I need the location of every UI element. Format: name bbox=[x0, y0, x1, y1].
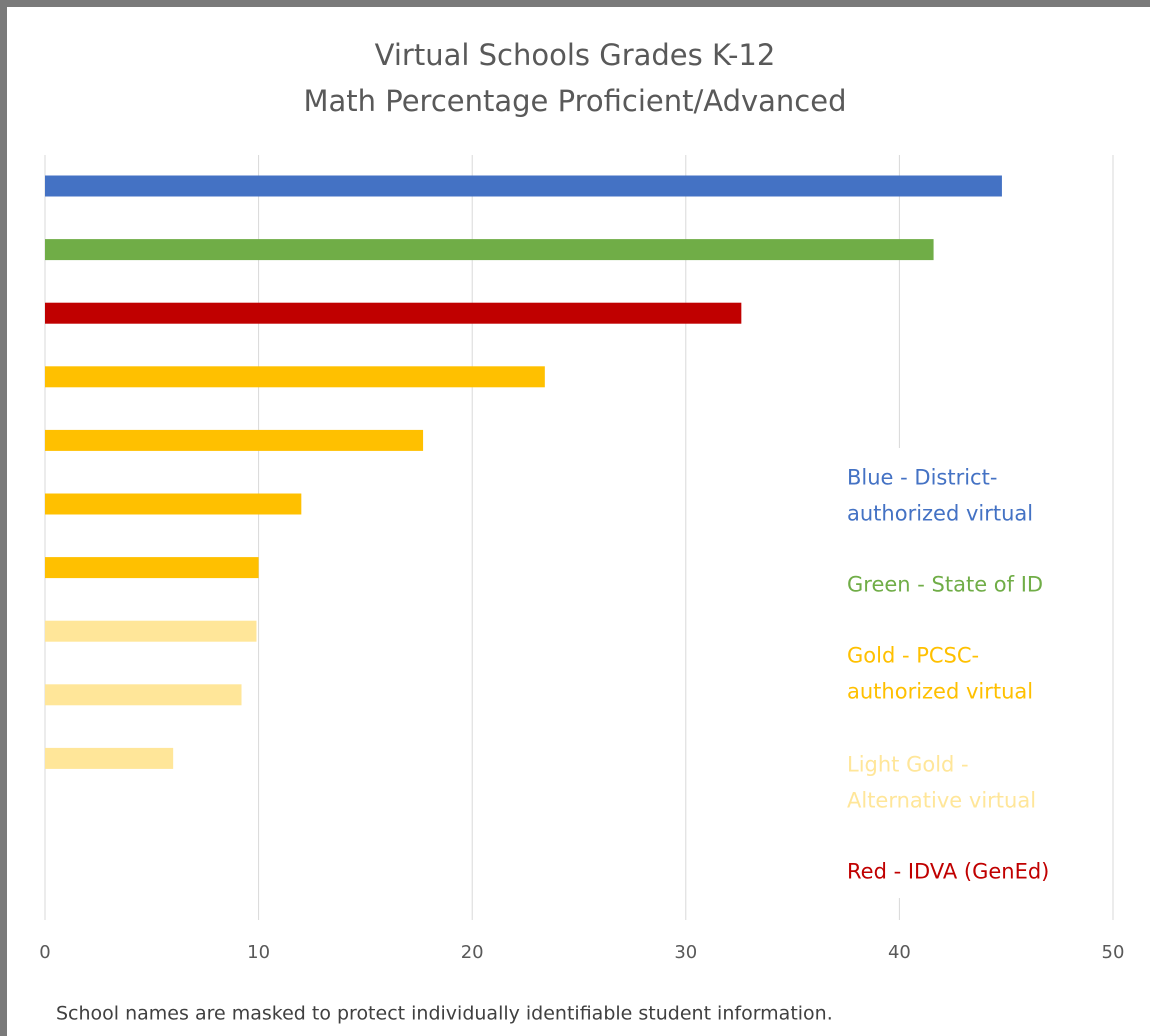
legend-blue-line-1: Blue - District- bbox=[847, 465, 998, 490]
legend-red-line-1: Red - IDVA (GenEd) bbox=[847, 859, 1050, 884]
footnote: School names are masked to protect indiv… bbox=[56, 1002, 833, 1025]
legend-green-line-1: Green - State of ID bbox=[847, 572, 1044, 597]
bar-1 bbox=[45, 175, 1002, 197]
legend-light-gold-line-2: Alternative virtual bbox=[847, 788, 1037, 813]
x-tick-label: 50 bbox=[1102, 942, 1125, 963]
x-tick-label: 10 bbox=[247, 942, 270, 963]
legend-gold-line-2: authorized virtual bbox=[847, 679, 1034, 704]
bar-5 bbox=[45, 429, 424, 451]
legend-gold-line-1: Gold - PCSC- bbox=[847, 643, 980, 668]
x-tick-label: 20 bbox=[461, 942, 484, 963]
bar-4 bbox=[45, 366, 545, 388]
bar-3 bbox=[45, 302, 742, 324]
bar-6 bbox=[45, 493, 302, 515]
x-tick-label: 30 bbox=[674, 942, 697, 963]
bar-7 bbox=[45, 557, 259, 579]
bar-10 bbox=[45, 747, 174, 769]
legend-light-gold-line-1: Light Gold - bbox=[847, 752, 969, 777]
bar-9 bbox=[45, 684, 242, 706]
bar-2 bbox=[45, 239, 934, 261]
chart-title-line-2: Math Percentage Proficient/Advanced bbox=[303, 84, 847, 118]
legend-background bbox=[840, 448, 1090, 898]
x-tick-label: 0 bbox=[39, 942, 50, 963]
chart-title-line-1: Virtual Schools Grades K-12 bbox=[374, 38, 776, 72]
bar-8 bbox=[45, 620, 257, 642]
x-tick-label: 40 bbox=[888, 942, 911, 963]
legend-blue-line-2: authorized virtual bbox=[847, 501, 1034, 526]
